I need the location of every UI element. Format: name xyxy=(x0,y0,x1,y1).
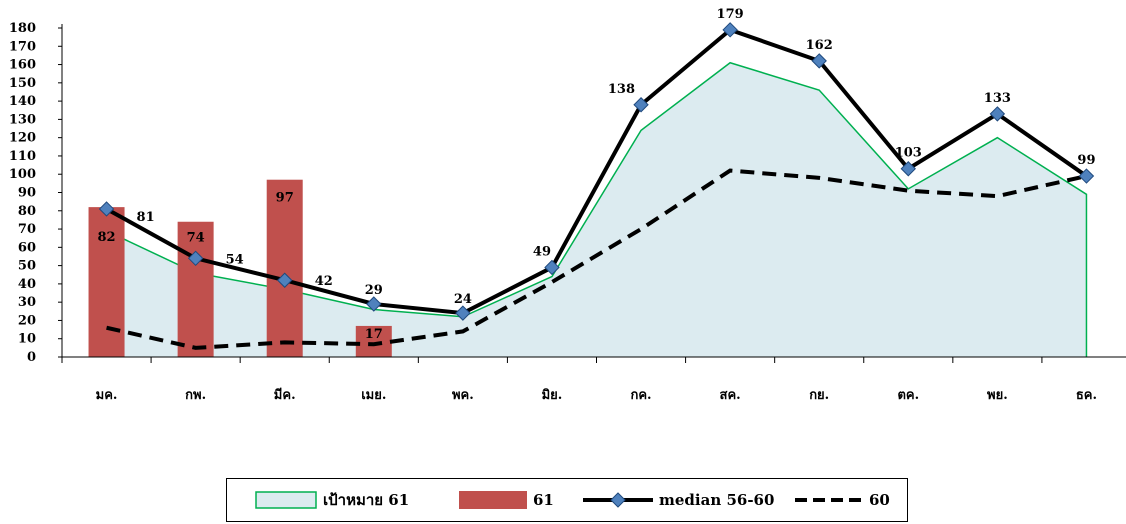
legend-swatch-median xyxy=(583,492,653,508)
y-tick-label: 160 xyxy=(9,58,36,73)
median-marker-10 xyxy=(989,106,1006,122)
legend-item-median: median 56-60 xyxy=(583,479,774,521)
data-labels: 81 54 42 29 24 49 138 179 162 103 133 99 82 74 97 17 xyxy=(97,7,1095,342)
y-tick-label: 0 xyxy=(27,350,36,365)
y-tick-label: 80 xyxy=(18,204,36,219)
legend: เป้าหมาย 61 61 median 56-60 60 xyxy=(226,478,908,522)
axes xyxy=(58,24,1126,363)
median-label-7: 179 xyxy=(717,7,744,22)
bar-label-1: 74 xyxy=(187,231,205,246)
median-marker-0 xyxy=(98,201,115,217)
median-label-0: 81 xyxy=(137,210,155,225)
median-label-11: 99 xyxy=(1077,153,1095,168)
y-tick-label: 60 xyxy=(18,240,36,255)
median-label-4: 24 xyxy=(454,292,472,307)
y-tick-label: 70 xyxy=(18,222,36,237)
y-axis-ticks: 0 10 20 30 40 50 60 70 80 90 100 110 120 130 140 150 160… xyxy=(9,21,36,365)
y-tick-label: 170 xyxy=(9,39,36,54)
median-marker-4 xyxy=(455,305,471,321)
median-marker-8 xyxy=(811,53,827,69)
y-tick-label: 10 xyxy=(18,332,36,347)
y-tick-label: 100 xyxy=(9,167,36,182)
y-tick-label: 40 xyxy=(18,277,36,292)
bar-label-2: 97 xyxy=(276,191,294,206)
median-label-5: 49 xyxy=(533,244,551,259)
x-tick-label: เมย. xyxy=(361,388,386,403)
x-tick-label: มค. xyxy=(96,388,118,403)
y-tick-label: 30 xyxy=(18,295,36,310)
legend-label-median: median 56-60 xyxy=(659,491,775,509)
y-tick-label: 50 xyxy=(18,259,36,274)
bar-1 xyxy=(177,221,214,357)
median-label-3: 29 xyxy=(365,283,383,298)
x-tick-label: มีค. xyxy=(274,387,296,403)
x-tick-label: ธค. xyxy=(1076,388,1097,403)
median-line-path xyxy=(105,27,1088,316)
y-tick-label: 140 xyxy=(9,94,36,109)
y-tick-label: 110 xyxy=(9,149,36,164)
y-tick-label: 20 xyxy=(18,313,36,328)
median-marker-6 xyxy=(633,97,649,113)
dashed-line-path xyxy=(106,168,1087,350)
median-marker-11 xyxy=(1078,168,1095,184)
legend-label-target: เป้าหมาย 61 xyxy=(323,491,410,509)
median-label-1: 54 xyxy=(226,252,244,267)
median-marker-9 xyxy=(900,161,916,177)
x-tick-label: กย. xyxy=(809,388,829,403)
y-tick-label: 180 xyxy=(9,21,36,36)
x-tick-label: มิย. xyxy=(542,388,563,403)
x-tick-label: สค. xyxy=(720,388,741,403)
median-marker-5 xyxy=(544,259,560,276)
y-tick-label: 150 xyxy=(9,76,36,91)
bar-series xyxy=(88,179,392,357)
legend-item-61: 61 xyxy=(459,479,554,521)
median-marker-1 xyxy=(187,250,204,267)
x-axis-labels: มค. กพ. มีค. เมย. พค. มิย. กค. สค. กย. ตค. พย. ธค. xyxy=(96,387,1097,403)
x-tick-label: ตค. xyxy=(897,388,919,403)
median-marker-3 xyxy=(366,296,382,312)
legend-item-target: เป้าหมาย 61 xyxy=(255,479,409,521)
bar-label-3: 17 xyxy=(365,327,383,342)
legend-swatch-60 xyxy=(795,498,863,502)
bar-3 xyxy=(355,325,392,357)
median-line-series xyxy=(98,22,1095,321)
y-tick-label: 90 xyxy=(18,186,36,201)
median-label-8: 162 xyxy=(806,38,833,53)
x-tick-label: กพ. xyxy=(185,388,206,403)
median-label-10: 133 xyxy=(984,91,1011,106)
x-tick-label: กค. xyxy=(630,388,651,403)
legend-swatch-61 xyxy=(459,491,527,509)
dashed-line-series xyxy=(106,168,1087,350)
median-label-2: 42 xyxy=(315,274,333,289)
legend-item-60: 60 xyxy=(795,479,890,521)
median-marker-2 xyxy=(277,272,293,288)
bar-2 xyxy=(266,179,303,357)
bar-label-0: 82 xyxy=(97,230,115,245)
median-marker-7 xyxy=(722,22,738,38)
x-tick-label: พย. xyxy=(987,388,1008,403)
target-area-fill xyxy=(106,62,1087,357)
y-tick-label: 120 xyxy=(9,131,36,146)
legend-label-61: 61 xyxy=(533,491,554,509)
median-label-9: 103 xyxy=(895,146,922,161)
legend-label-60: 60 xyxy=(869,491,890,509)
target-area-series xyxy=(106,61,1088,357)
legend-swatch-target xyxy=(255,491,317,509)
y-tick-label: 130 xyxy=(9,112,36,127)
median-label-6: 138 xyxy=(608,82,635,97)
x-tick-label: พค. xyxy=(452,388,474,403)
